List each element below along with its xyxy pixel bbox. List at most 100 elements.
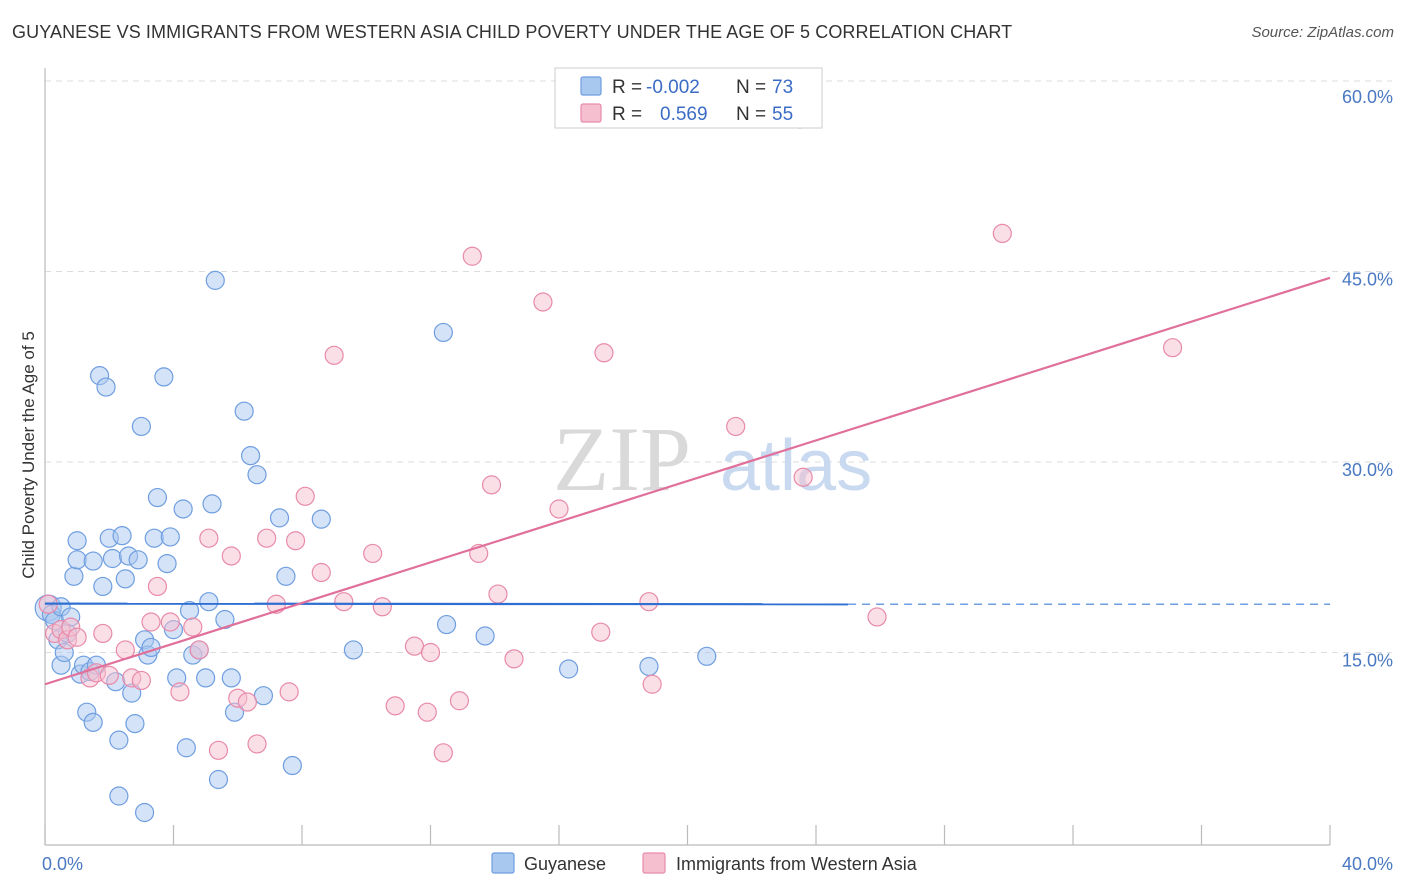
point-western-asia-24 <box>247 734 267 754</box>
source-label: Source: ZipAtlas.com <box>1251 24 1394 41</box>
point-guyanese-25 <box>109 730 129 750</box>
point-guyanese-52 <box>208 769 229 790</box>
point-guyanese-67 <box>475 626 495 646</box>
point-guyanese-38 <box>154 367 174 387</box>
legend-box: R = -0.002 N = 73 R = 0.569 N = 55 <box>554 67 823 129</box>
point-western-asia-23 <box>237 692 257 712</box>
point-western-asia-15 <box>160 612 180 632</box>
watermark-zip: ZIP <box>553 408 691 510</box>
point-guyanese-48 <box>196 668 216 688</box>
bottom-legend: Guyanese Immigrants from Western Asia <box>491 852 918 874</box>
point-western-asia-17 <box>183 617 203 637</box>
watermark-atlas: atlas <box>720 426 872 506</box>
point-western-asia-37 <box>417 702 437 722</box>
legend-swatch-guyanese <box>580 76 602 96</box>
point-western-asia-39 <box>433 743 453 763</box>
point-western-asia-20 <box>208 740 229 760</box>
point-guyanese-57 <box>241 446 261 466</box>
point-guyanese-49 <box>199 592 219 612</box>
watermark: ZIP atlas <box>553 408 872 510</box>
point-guyanese-9 <box>64 566 84 586</box>
point-western-asia-5 <box>67 627 87 647</box>
point-western-asia-14 <box>147 576 168 597</box>
point-guyanese-50 <box>202 494 222 514</box>
point-western-asia-40 <box>449 691 470 711</box>
legend-r-label-0: R = <box>612 77 642 98</box>
bottom-legend-swatch-western-asia <box>642 852 666 874</box>
legend-r-value-0: -0.002 <box>646 77 700 98</box>
point-guyanese-70 <box>697 646 717 666</box>
point-guyanese-58 <box>247 465 267 485</box>
point-guyanese-72 <box>134 802 155 823</box>
chart-title: GUYANESE VS IMMIGRANTS FROM WESTERN ASIA… <box>12 22 1013 42</box>
trend-line-guyanese <box>44 602 849 606</box>
point-guyanese-44 <box>176 738 196 758</box>
point-guyanese-61 <box>276 566 296 586</box>
point-western-asia-9 <box>99 665 119 685</box>
y-axis-label: Child Poverty Under the Age of 5 <box>19 331 38 579</box>
y-tick-label-0: 15.0% <box>1342 651 1393 671</box>
point-western-asia-29 <box>295 486 315 506</box>
point-western-asia-50 <box>639 592 659 612</box>
point-western-asia-54 <box>867 607 887 627</box>
point-guyanese-26 <box>112 526 132 546</box>
point-guyanese-63 <box>311 509 331 529</box>
trend-lines <box>44 276 1331 686</box>
point-western-asia-28 <box>285 531 306 551</box>
point-guyanese-68 <box>559 659 579 679</box>
point-western-asia-44 <box>488 584 508 604</box>
x-tick-label-0: 0.0% <box>42 854 83 874</box>
y-tick-label-3: 60.0% <box>1342 87 1393 107</box>
point-guyanese-69 <box>639 656 659 677</box>
tick-labels: 15.0% 30.0% 45.0% 60.0% 0.0% 40.0% <box>42 87 1393 874</box>
point-guyanese-66 <box>436 614 457 635</box>
point-guyanese-56 <box>234 401 254 421</box>
point-guyanese-27 <box>115 569 135 589</box>
legend-n-label-1: N = <box>736 104 766 125</box>
point-western-asia-52 <box>726 416 746 437</box>
point-guyanese-31 <box>128 550 148 570</box>
point-western-asia-19 <box>199 528 219 548</box>
point-western-asia-36 <box>404 636 425 656</box>
point-western-asia-53 <box>793 467 813 487</box>
point-western-asia-34 <box>372 597 392 617</box>
point-guyanese-10 <box>67 550 87 570</box>
x-tick-label-1: 40.0% <box>1342 854 1393 874</box>
point-western-asia-43 <box>481 475 502 495</box>
point-western-asia-32 <box>334 592 354 612</box>
legend-r-value-1: 0.569 <box>660 104 708 125</box>
point-guyanese-40 <box>160 527 180 547</box>
point-western-asia-41 <box>462 246 482 266</box>
point-western-asia-25 <box>257 528 277 548</box>
bottom-legend-label-guyanese: Guyanese <box>524 854 606 874</box>
point-guyanese-59 <box>253 686 274 706</box>
y-tick-label-2: 45.0% <box>1342 270 1393 290</box>
point-western-asia-56 <box>1162 338 1183 358</box>
point-western-asia-46 <box>533 292 553 312</box>
point-western-asia-27 <box>279 682 299 702</box>
point-guyanese-36 <box>144 528 164 548</box>
point-western-asia-47 <box>549 499 569 519</box>
point-western-asia-51 <box>642 674 662 694</box>
axes <box>44 68 1331 846</box>
point-guyanese-32 <box>131 416 151 437</box>
point-western-asia-21 <box>221 546 241 566</box>
point-guyanese-21 <box>96 377 116 397</box>
point-western-asia-38 <box>420 642 441 663</box>
legend-swatch-western-asia <box>580 103 602 123</box>
point-guyanese-71 <box>109 786 129 806</box>
point-western-asia-31 <box>324 345 344 365</box>
point-western-asia-35 <box>385 696 405 716</box>
point-western-asia-12 <box>131 670 151 691</box>
point-guyanese-23 <box>102 548 123 569</box>
point-guyanese-30 <box>125 714 145 734</box>
point-guyanese-54 <box>221 668 241 688</box>
point-guyanese-64 <box>343 640 363 660</box>
bottom-legend-swatch-guyanese <box>491 852 515 874</box>
point-western-asia-18 <box>189 640 209 660</box>
point-guyanese-39 <box>157 553 177 574</box>
point-western-asia-49 <box>594 343 614 363</box>
trend-line-western-asia <box>44 276 1331 686</box>
y-tick-label-1: 30.0% <box>1342 460 1393 480</box>
